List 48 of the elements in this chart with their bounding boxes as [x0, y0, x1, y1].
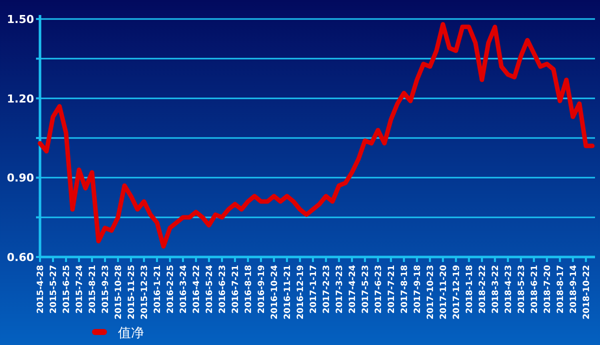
- x-tick-label: 2017-2-23: [322, 264, 332, 314]
- x-tick-label: 2017-9-18: [412, 264, 423, 314]
- y-tick-label: 1.50: [6, 13, 34, 26]
- x-tick-label: 2017-7-21: [386, 264, 397, 314]
- x-tick-label: 2018-8-17: [556, 264, 566, 314]
- x-tick-label: 2017-4-24: [348, 264, 358, 314]
- x-tick-label: 2018-7-20: [542, 264, 553, 314]
- x-tick-label: 2016-5-24: [204, 264, 215, 314]
- x-tick-label: 2018-5-23: [516, 264, 527, 314]
- y-tick-label: 0.90: [6, 172, 34, 185]
- y-tick-label: 0.60: [6, 251, 34, 264]
- x-tick-label: 2018-1-18: [464, 264, 475, 314]
- x-tick-label: 2016-7-21: [230, 264, 241, 314]
- x-tick-label: 2018-4-23: [504, 264, 514, 314]
- x-tick-label: 2016-1-21: [152, 264, 163, 314]
- x-tick-label: 2015-8-21: [88, 264, 98, 314]
- y-tick-label: 1.20: [6, 92, 34, 106]
- x-tick-label: 2017-12-19: [452, 264, 462, 320]
- x-tick-label: 2016-3-24: [178, 264, 189, 314]
- x-tick-label: 2017-8-18: [400, 264, 410, 314]
- x-tick-label: 2018-9-14: [568, 264, 579, 314]
- x-tick-label: 2015-7-24: [74, 264, 85, 314]
- x-tick-label: 2016-8-18: [244, 264, 254, 314]
- x-tick-label: 2016-9-19: [256, 264, 267, 314]
- x-tick-label: 2016-10-24: [270, 264, 280, 320]
- x-tick-label: 2015-9-23: [100, 264, 111, 314]
- x-tick-label: 2017-10-23: [426, 264, 436, 320]
- x-tick-label: 2015-6-25: [62, 264, 72, 314]
- x-tick-label: 2015-10-28: [114, 264, 124, 320]
- legend-label: 值净: [118, 326, 144, 341]
- x-tick-label: 2016-12-19: [296, 264, 306, 320]
- x-tick-label: 2017-11-20: [438, 264, 449, 320]
- x-tick-label: 2018-2-22: [478, 264, 488, 314]
- x-tick-label: 2017-1-17: [308, 264, 319, 314]
- x-tick-label: 2018-10-22: [582, 264, 592, 320]
- x-tick-label: 2015-5-27: [49, 264, 59, 314]
- x-tick-label: 2016-4-22: [192, 264, 202, 314]
- x-tick-label: 2016-2-25: [166, 264, 176, 314]
- x-tick-label: 2017-6-23: [374, 264, 384, 314]
- x-tick-label: 2015-4-28: [36, 264, 46, 314]
- x-tick-label: 2016-6-23: [218, 264, 228, 314]
- x-tick-label: 2017-3-23: [334, 264, 345, 314]
- x-tick-label: 2016-11-21: [282, 264, 293, 320]
- x-tick-label: 2015-12-23: [140, 264, 150, 320]
- x-tick-label: 2018-3-22: [490, 264, 501, 314]
- x-tick-label: 2018-6-21: [530, 264, 540, 314]
- x-tick-label: 2015-11-25: [126, 264, 137, 320]
- x-tick-label: 2017-5-23: [360, 264, 371, 314]
